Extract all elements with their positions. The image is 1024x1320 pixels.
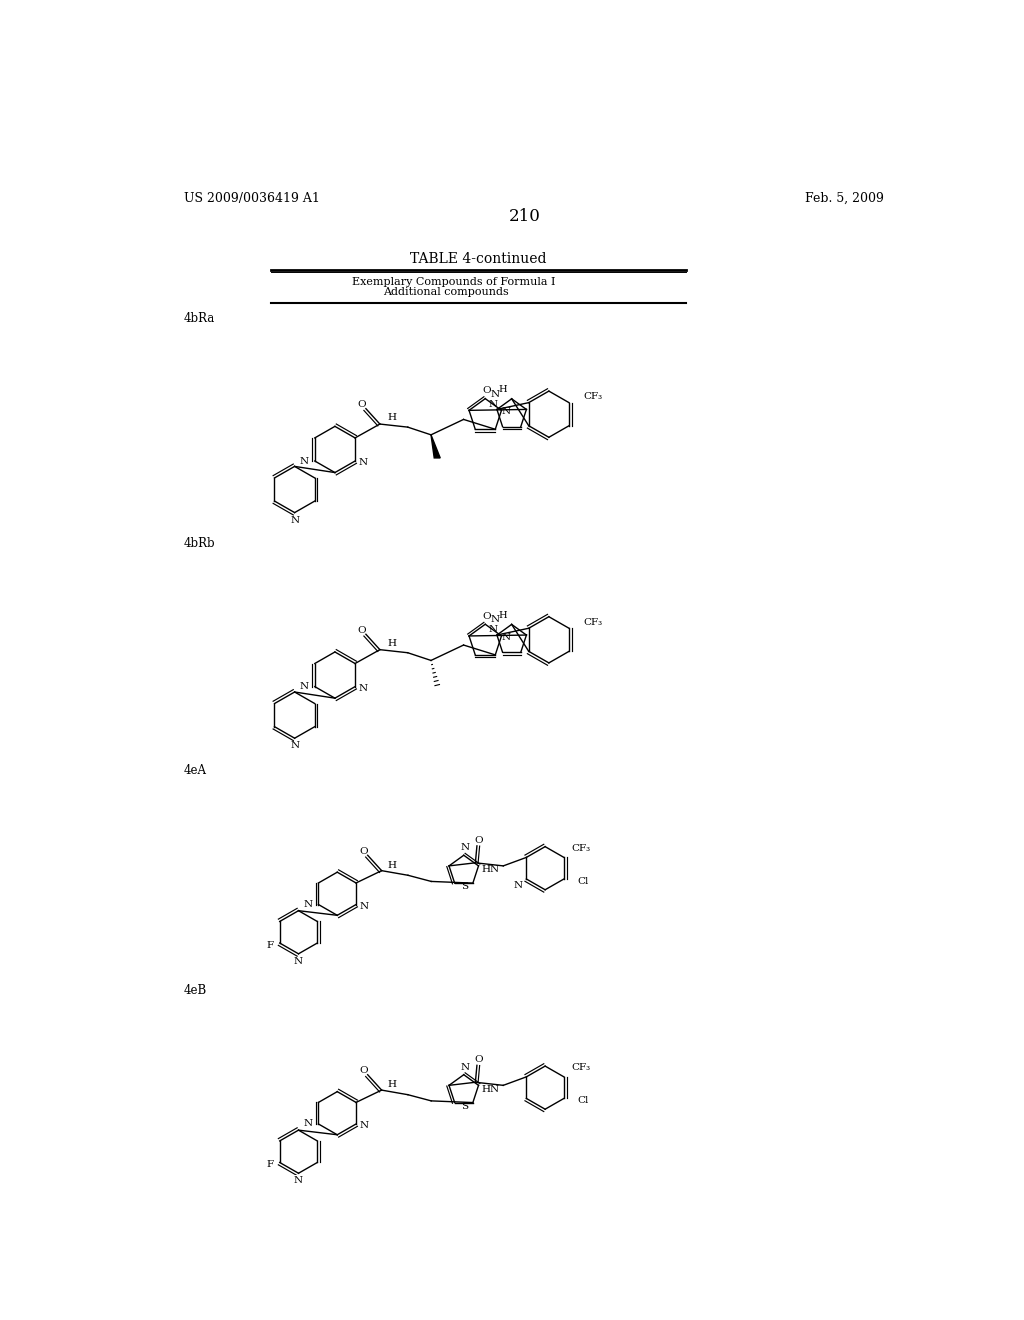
Text: 4eA: 4eA [183,764,207,777]
Text: H: H [498,385,507,395]
Text: HN: HN [482,865,500,874]
Text: N: N [490,389,500,399]
Text: N: N [290,516,299,525]
Text: O: O [359,847,368,855]
Text: S: S [461,1102,468,1111]
Text: N: N [513,880,522,890]
Text: N: N [490,615,500,624]
Text: 4eB: 4eB [183,983,207,997]
Text: N: N [303,1119,312,1129]
Text: CF₃: CF₃ [571,1063,591,1072]
Text: Cl: Cl [578,1096,589,1105]
Text: N: N [502,408,511,416]
Text: H: H [498,611,507,619]
Text: N: N [359,902,369,911]
Text: 4bRa: 4bRa [183,312,215,325]
Text: H: H [388,639,396,648]
Text: S: S [461,883,468,891]
Text: N: N [294,957,303,966]
Text: Additional compounds: Additional compounds [383,288,509,297]
Text: N: N [299,682,308,692]
Text: N: N [488,626,498,635]
Text: F: F [266,1160,273,1170]
Text: 210: 210 [509,207,541,224]
Text: N: N [299,457,308,466]
Text: 4bRb: 4bRb [183,537,215,550]
Text: Exemplary Compounds of Formula I: Exemplary Compounds of Formula I [352,277,555,286]
Text: N: N [502,632,511,642]
Text: N: N [290,742,299,750]
Text: O: O [357,626,367,635]
Text: H: H [388,1080,397,1089]
Text: N: N [461,843,470,851]
Text: O: O [482,387,492,396]
Text: N: N [358,458,368,467]
Text: N: N [294,1176,303,1185]
Text: O: O [359,1067,368,1076]
Text: F: F [266,941,273,950]
Text: CF₃: CF₃ [571,843,591,853]
Text: US 2009/0036419 A1: US 2009/0036419 A1 [183,191,319,205]
Text: H: H [388,861,397,870]
Text: N: N [461,1063,470,1072]
Text: TABLE 4-continued: TABLE 4-continued [410,252,547,265]
Polygon shape [431,434,440,458]
Text: N: N [303,900,312,909]
Text: Cl: Cl [578,876,589,886]
Text: O: O [474,1056,482,1064]
Text: N: N [358,684,368,693]
Text: HN: HN [482,1085,500,1094]
Text: CF₃: CF₃ [583,618,602,627]
Text: N: N [488,400,498,409]
Text: CF₃: CF₃ [583,392,602,401]
Text: O: O [357,400,367,409]
Text: O: O [474,836,482,845]
Text: O: O [482,612,492,620]
Text: N: N [359,1121,369,1130]
Text: Feb. 5, 2009: Feb. 5, 2009 [805,191,884,205]
Text: H: H [388,413,396,422]
